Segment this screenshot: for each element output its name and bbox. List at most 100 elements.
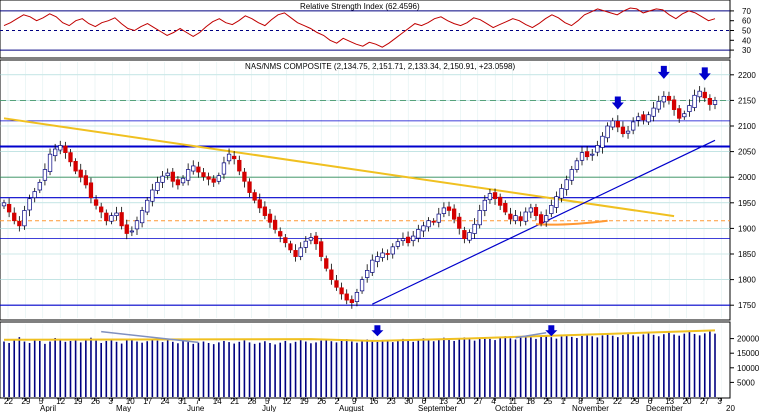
candle-body (677, 108, 682, 119)
volume-trend-down (101, 330, 199, 344)
candle-body (180, 177, 186, 184)
x-day-label: 30 (404, 397, 413, 406)
candle-body (421, 225, 426, 232)
x-day-label: 21 (230, 397, 239, 406)
candle-body (451, 208, 457, 220)
candle-body (247, 181, 252, 193)
candle-body (73, 160, 78, 172)
x-month-label: October (495, 404, 524, 412)
candle-body (119, 212, 124, 227)
candle-body (139, 210, 145, 224)
x-day-label: 26 (91, 397, 100, 406)
candle-body (538, 214, 544, 224)
candle-body (498, 196, 503, 206)
candle-body (134, 220, 140, 230)
candle-body (385, 253, 390, 255)
candle-body (47, 153, 53, 172)
candle-body (242, 171, 247, 182)
candle-body (318, 241, 324, 257)
price-tick-label: 2200 (738, 71, 756, 80)
x-month-label: August (339, 404, 365, 412)
candle-body (329, 269, 334, 280)
candle-body (175, 179, 181, 186)
candle-body (237, 159, 242, 172)
x-day-label: 15 (596, 397, 605, 406)
candle-body (482, 199, 487, 211)
candle-body (569, 169, 574, 181)
rsi-tick-label: 60 (742, 17, 751, 26)
candle-body (508, 213, 513, 220)
x-day-label: 28 (248, 397, 257, 406)
x-day-label: 20 (683, 397, 692, 406)
candle-body (431, 220, 436, 223)
candle-body (99, 206, 104, 213)
x-day-label: 17 (143, 397, 152, 406)
x-day-label: 6 (422, 397, 427, 406)
candle-body (150, 189, 155, 202)
candle-body (257, 199, 262, 209)
candle-body (196, 166, 201, 173)
candle-body (88, 182, 94, 199)
volume-tick-label: 10000 (737, 364, 760, 373)
candle-body (441, 207, 447, 214)
x-month-label: November (572, 404, 609, 412)
rsi-frame (0, 0, 731, 59)
x-day-label: 19 (74, 397, 83, 406)
rsi-panel: Relative Strength Index (62.4596) 706050… (0, 0, 751, 59)
price-tick-label: 1850 (738, 250, 756, 259)
price-tick-label: 2150 (738, 96, 756, 105)
candle-body (68, 152, 73, 163)
x-day-label: 1 (561, 397, 566, 406)
candle-body (549, 205, 554, 214)
candle-body (283, 237, 288, 244)
x-day-label: 9 (352, 397, 357, 406)
uptrend-line (372, 139, 716, 305)
candle-body (615, 121, 620, 128)
x-day-label: 26 (317, 397, 326, 406)
x-month-label: May (116, 404, 131, 412)
x-day-label: 10 (126, 397, 135, 406)
candle-body (590, 153, 595, 156)
candle-body (697, 90, 702, 98)
x-day-label: 14 (213, 397, 222, 406)
candle-body (467, 232, 472, 241)
x-month-label: 20 (726, 404, 735, 412)
candle-body (83, 175, 88, 186)
price-tick-label: 2050 (738, 148, 756, 157)
candle-body (267, 213, 273, 223)
candle-body (298, 247, 303, 257)
candle-body (544, 215, 549, 223)
candle-body (579, 152, 585, 161)
price-y-axis: 2200 2150 2100 2050 2000 1950 1900 1850 1800 1750 (730, 71, 756, 310)
candle-body (380, 252, 385, 258)
candle-body (641, 114, 646, 121)
x-day-label: 2 (335, 397, 340, 406)
candle-body (559, 188, 564, 199)
candle-body (109, 215, 114, 222)
candle-body (272, 219, 278, 230)
x-day-label: 13 (665, 397, 674, 406)
candle-body (661, 95, 666, 103)
x-day-label: 4 (491, 397, 496, 406)
candle-body (554, 196, 559, 208)
candle-body (104, 212, 109, 222)
candle-body (533, 207, 539, 216)
price-tick-label: 2000 (738, 173, 756, 182)
volume-tick-label: 5000 (737, 378, 755, 387)
candle-body (625, 130, 631, 134)
candle-body (17, 220, 22, 227)
candle-body (416, 229, 421, 239)
x-day-label: 25 (543, 397, 552, 406)
candle-body (513, 215, 518, 222)
volume-panel: 20000 15000 10000 5000 (0, 321, 760, 399)
candle-body (124, 224, 129, 234)
volume-trend-lines (3, 325, 716, 344)
candle-body (349, 299, 354, 303)
x-day-label: 27 (700, 397, 709, 406)
candle-body (610, 120, 615, 128)
volume-bars (3, 331, 716, 397)
candle-body (185, 169, 191, 181)
candle-body (308, 237, 314, 241)
candle-body (518, 216, 523, 222)
price-title: NAS/NMS COMPOSITE (2,134.75, 2,151.71, 2… (245, 62, 515, 71)
